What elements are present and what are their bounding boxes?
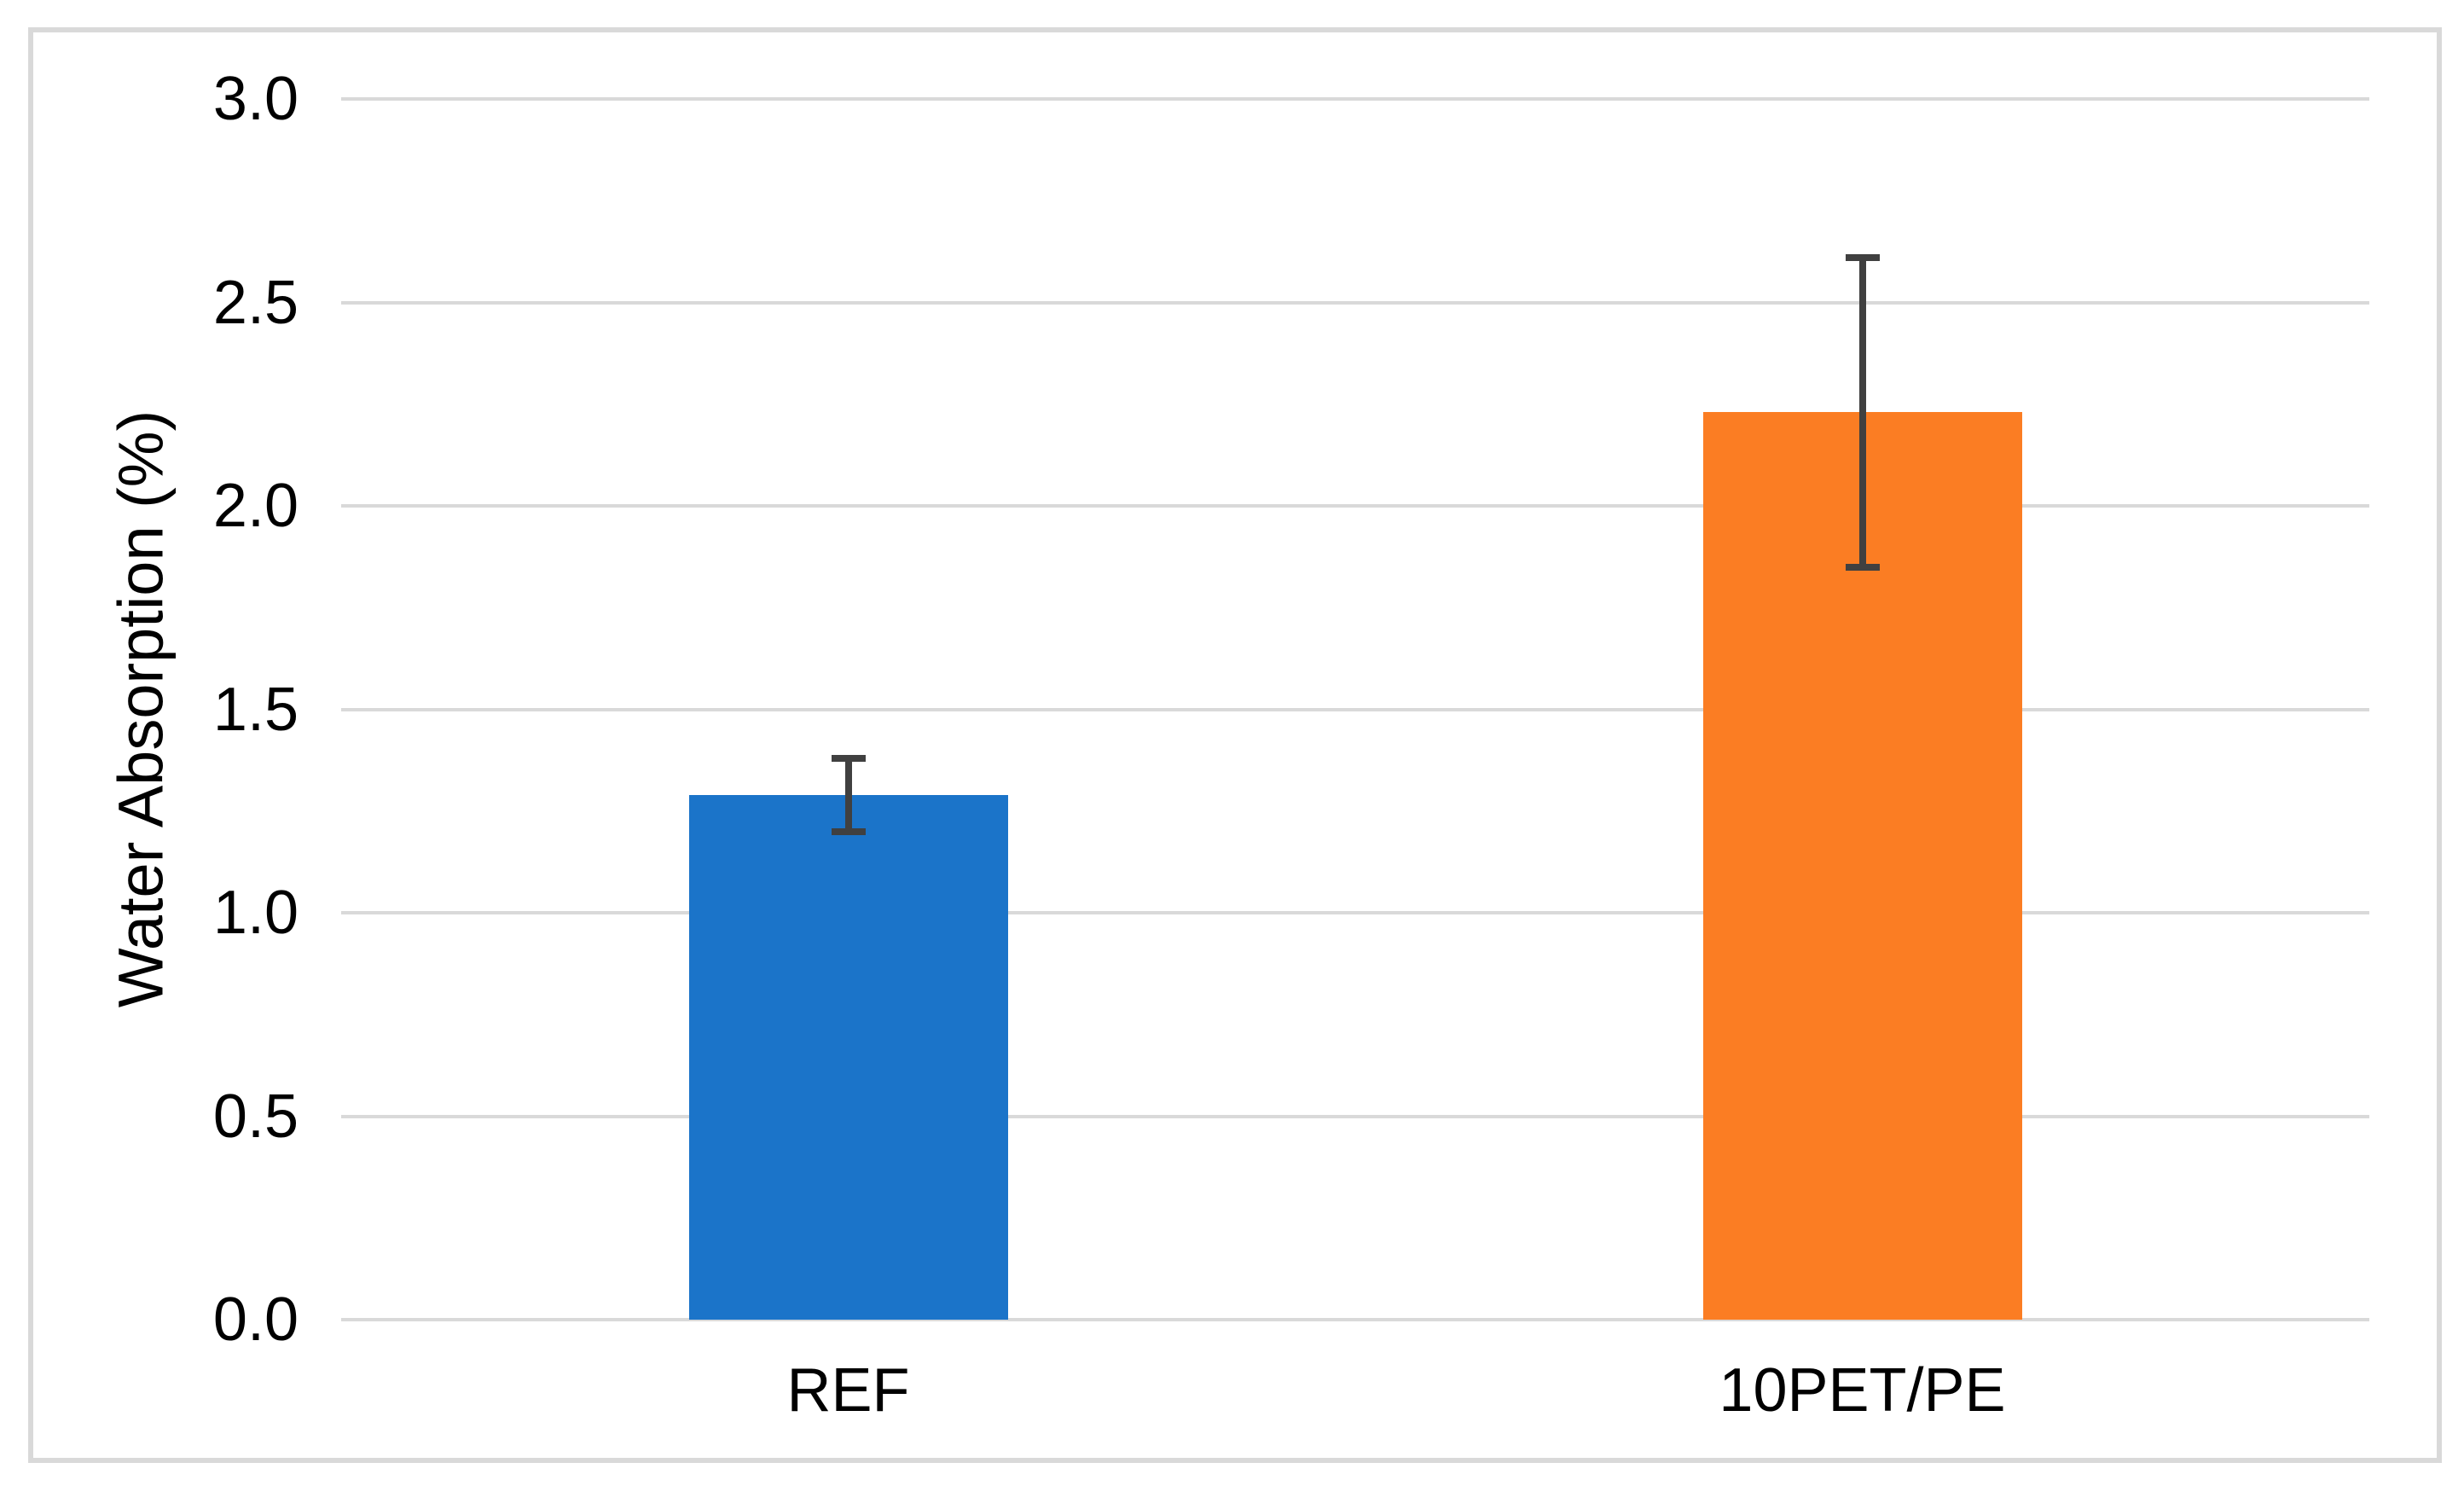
gridline: [341, 707, 2369, 711]
chart-frame-border: [28, 27, 2442, 1463]
y-tick-label: 2.5: [212, 268, 299, 337]
plot-area: [341, 97, 2369, 1321]
gridline: [341, 1318, 2369, 1321]
y-tick-label: 3.0: [212, 65, 299, 133]
error-bar-cap: [1845, 563, 1880, 571]
gridline: [341, 911, 2369, 914]
error-bar-line: [844, 758, 852, 832]
y-tick-label: 0.5: [212, 1082, 299, 1151]
bar-ref: [688, 794, 1008, 1320]
error-bar-line: [1858, 258, 1866, 567]
gridline: [341, 300, 2369, 305]
x-category-label: 10PET/PE: [1719, 1356, 2006, 1425]
x-category-label: REF: [786, 1356, 910, 1425]
gridline: [341, 1114, 2369, 1118]
y-tick-label: 1.0: [212, 879, 299, 947]
y-tick-label: 0.0: [212, 1286, 299, 1354]
y-tick-label: 2.0: [212, 472, 299, 540]
error-bar-cap: [831, 827, 866, 835]
gridline: [341, 97, 2369, 101]
error-bar-cap: [1845, 254, 1880, 262]
gridline: [341, 504, 2369, 508]
y-tick-label: 1.5: [212, 675, 299, 744]
error-bar-cap: [831, 754, 866, 762]
